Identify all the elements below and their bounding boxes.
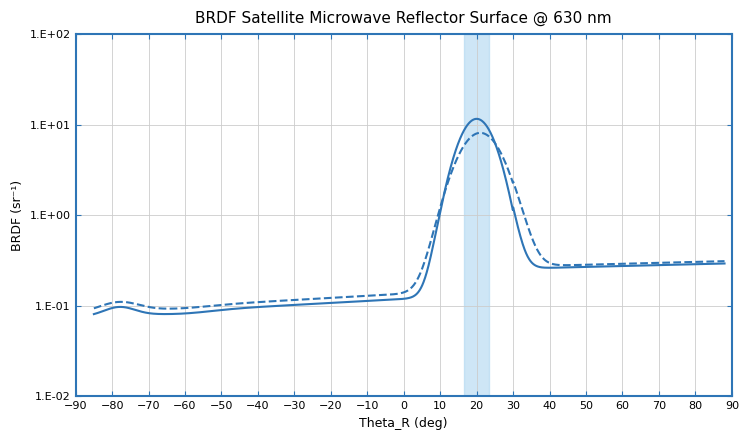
Title: BRDF Satellite Microwave Reflector Surface @ 630 nm: BRDF Satellite Microwave Reflector Surfa… <box>196 11 612 26</box>
Y-axis label: BRDF (sr⁻¹): BRDF (sr⁻¹) <box>11 180 24 251</box>
Bar <box>464 34 490 396</box>
X-axis label: Theta_R (deg): Theta_R (deg) <box>359 417 448 430</box>
